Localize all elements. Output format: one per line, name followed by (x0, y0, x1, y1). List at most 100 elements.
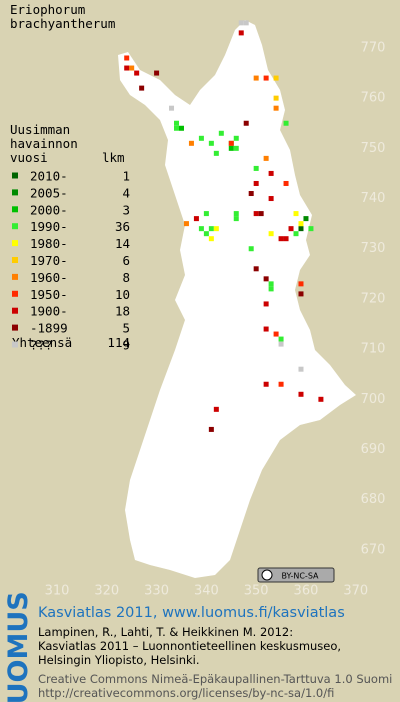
observation-square (283, 120, 289, 126)
x-tick-label: 340 (194, 584, 219, 599)
observation-square (268, 170, 274, 176)
observation-square (298, 281, 304, 287)
observation-square (188, 140, 194, 146)
citation: Kasviatlas 2011 – Luonnontieteellinen ke… (38, 639, 341, 653)
observation-square (248, 246, 254, 252)
total-count: 114 (107, 335, 130, 350)
observation-square (293, 211, 299, 217)
legend-label: -1899 (30, 321, 68, 336)
observation-square (253, 75, 259, 81)
legend-label: 1960- (30, 270, 68, 285)
observation-square (278, 381, 284, 387)
observation-square (298, 226, 304, 232)
observation-square (253, 266, 259, 272)
observation-square (198, 226, 204, 232)
observation-square (253, 180, 259, 186)
legend-swatch (12, 206, 18, 213)
observation-square (263, 155, 269, 161)
license: http://creativecommons.org/licenses/by-n… (38, 686, 334, 700)
observation-square (263, 301, 269, 307)
legend-count: 6 (122, 253, 130, 268)
legend-label: 1970- (30, 253, 68, 268)
observation-square (298, 366, 304, 372)
x-tick-label: 350 (244, 584, 269, 599)
finland-outline (118, 20, 356, 578)
observation-square (124, 65, 130, 71)
observation-square (308, 226, 314, 232)
observation-square (233, 211, 239, 217)
observation-square (263, 75, 269, 81)
observation-square (203, 211, 209, 217)
legend-count: 5 (122, 321, 130, 336)
observation-square (193, 216, 199, 222)
y-tick-label: 730 (361, 241, 386, 256)
observation-square (268, 196, 274, 202)
observation-square (268, 281, 274, 287)
citation: Helsingin Yliopisto, Helsinki. (38, 653, 200, 667)
license: Creative Commons Nimeä-Epäkaupallinen-Ta… (38, 672, 392, 686)
observation-square (263, 381, 269, 387)
legend-swatch (12, 257, 18, 263)
legend-heading: Uusimman (10, 122, 70, 137)
observation-square (248, 191, 254, 197)
observation-square (283, 236, 289, 242)
observation-square (273, 75, 279, 81)
legend-count: 4 (122, 185, 130, 200)
y-tick-label: 700 (361, 392, 386, 407)
legend-label: 1980- (30, 236, 68, 251)
observation-square (174, 125, 180, 131)
cc-badge-text: BY-NC-SA (281, 572, 319, 581)
observation-square (273, 95, 279, 101)
legend-count: 3 (122, 202, 130, 217)
observation-square (129, 65, 135, 71)
legend-count: 14 (115, 236, 130, 251)
x-tick-label: 360 (294, 584, 319, 599)
legend-count: 1 (122, 169, 130, 184)
y-tick-label: 710 (361, 342, 386, 357)
observation-square (253, 165, 259, 171)
observation-square (208, 426, 214, 432)
observation-square (268, 286, 274, 292)
legend-label: 2005- (30, 185, 68, 200)
observation-square (124, 55, 130, 61)
observation-square (243, 120, 249, 126)
x-tick-label: 310 (45, 584, 70, 599)
observation-square (238, 30, 244, 36)
observation-square (298, 391, 304, 397)
y-tick-label: 750 (361, 141, 386, 156)
observation-square (178, 125, 184, 131)
legend-swatch (12, 324, 18, 331)
observation-square (298, 221, 304, 227)
observation-square (288, 226, 294, 232)
legend-count-heading: lkm (102, 150, 125, 165)
species-title: Eriophorum (10, 2, 85, 17)
legend-swatch (12, 341, 18, 348)
logo: LUOMUS (3, 591, 34, 702)
legend-swatch (12, 240, 18, 247)
observation-square (263, 276, 269, 282)
observation-square (278, 236, 284, 242)
legend-swatch (12, 172, 18, 179)
observation-square (268, 231, 274, 237)
y-tick-label: 760 (361, 91, 386, 106)
legend-swatch (12, 290, 18, 297)
legend-count: 36 (115, 219, 130, 234)
legend-count: 10 (115, 287, 130, 302)
species-title: brachyantherum (10, 16, 115, 31)
y-tick-label: 680 (361, 492, 386, 507)
legend-heading: havainnon (10, 136, 78, 151)
legend-heading: vuosi (10, 150, 48, 165)
legend-label: 2000- (30, 202, 68, 217)
legend-label: 1950- (30, 287, 68, 302)
x-tick-label: 320 (94, 584, 119, 599)
observation-square (213, 406, 219, 412)
observation-square (273, 331, 279, 337)
legend-count: 9 (122, 338, 130, 353)
observation-square (134, 70, 140, 76)
observation-square (208, 236, 214, 242)
observation-square (253, 211, 259, 217)
observation-square (183, 221, 189, 227)
observation-square (228, 140, 234, 146)
observation-square (154, 70, 160, 76)
